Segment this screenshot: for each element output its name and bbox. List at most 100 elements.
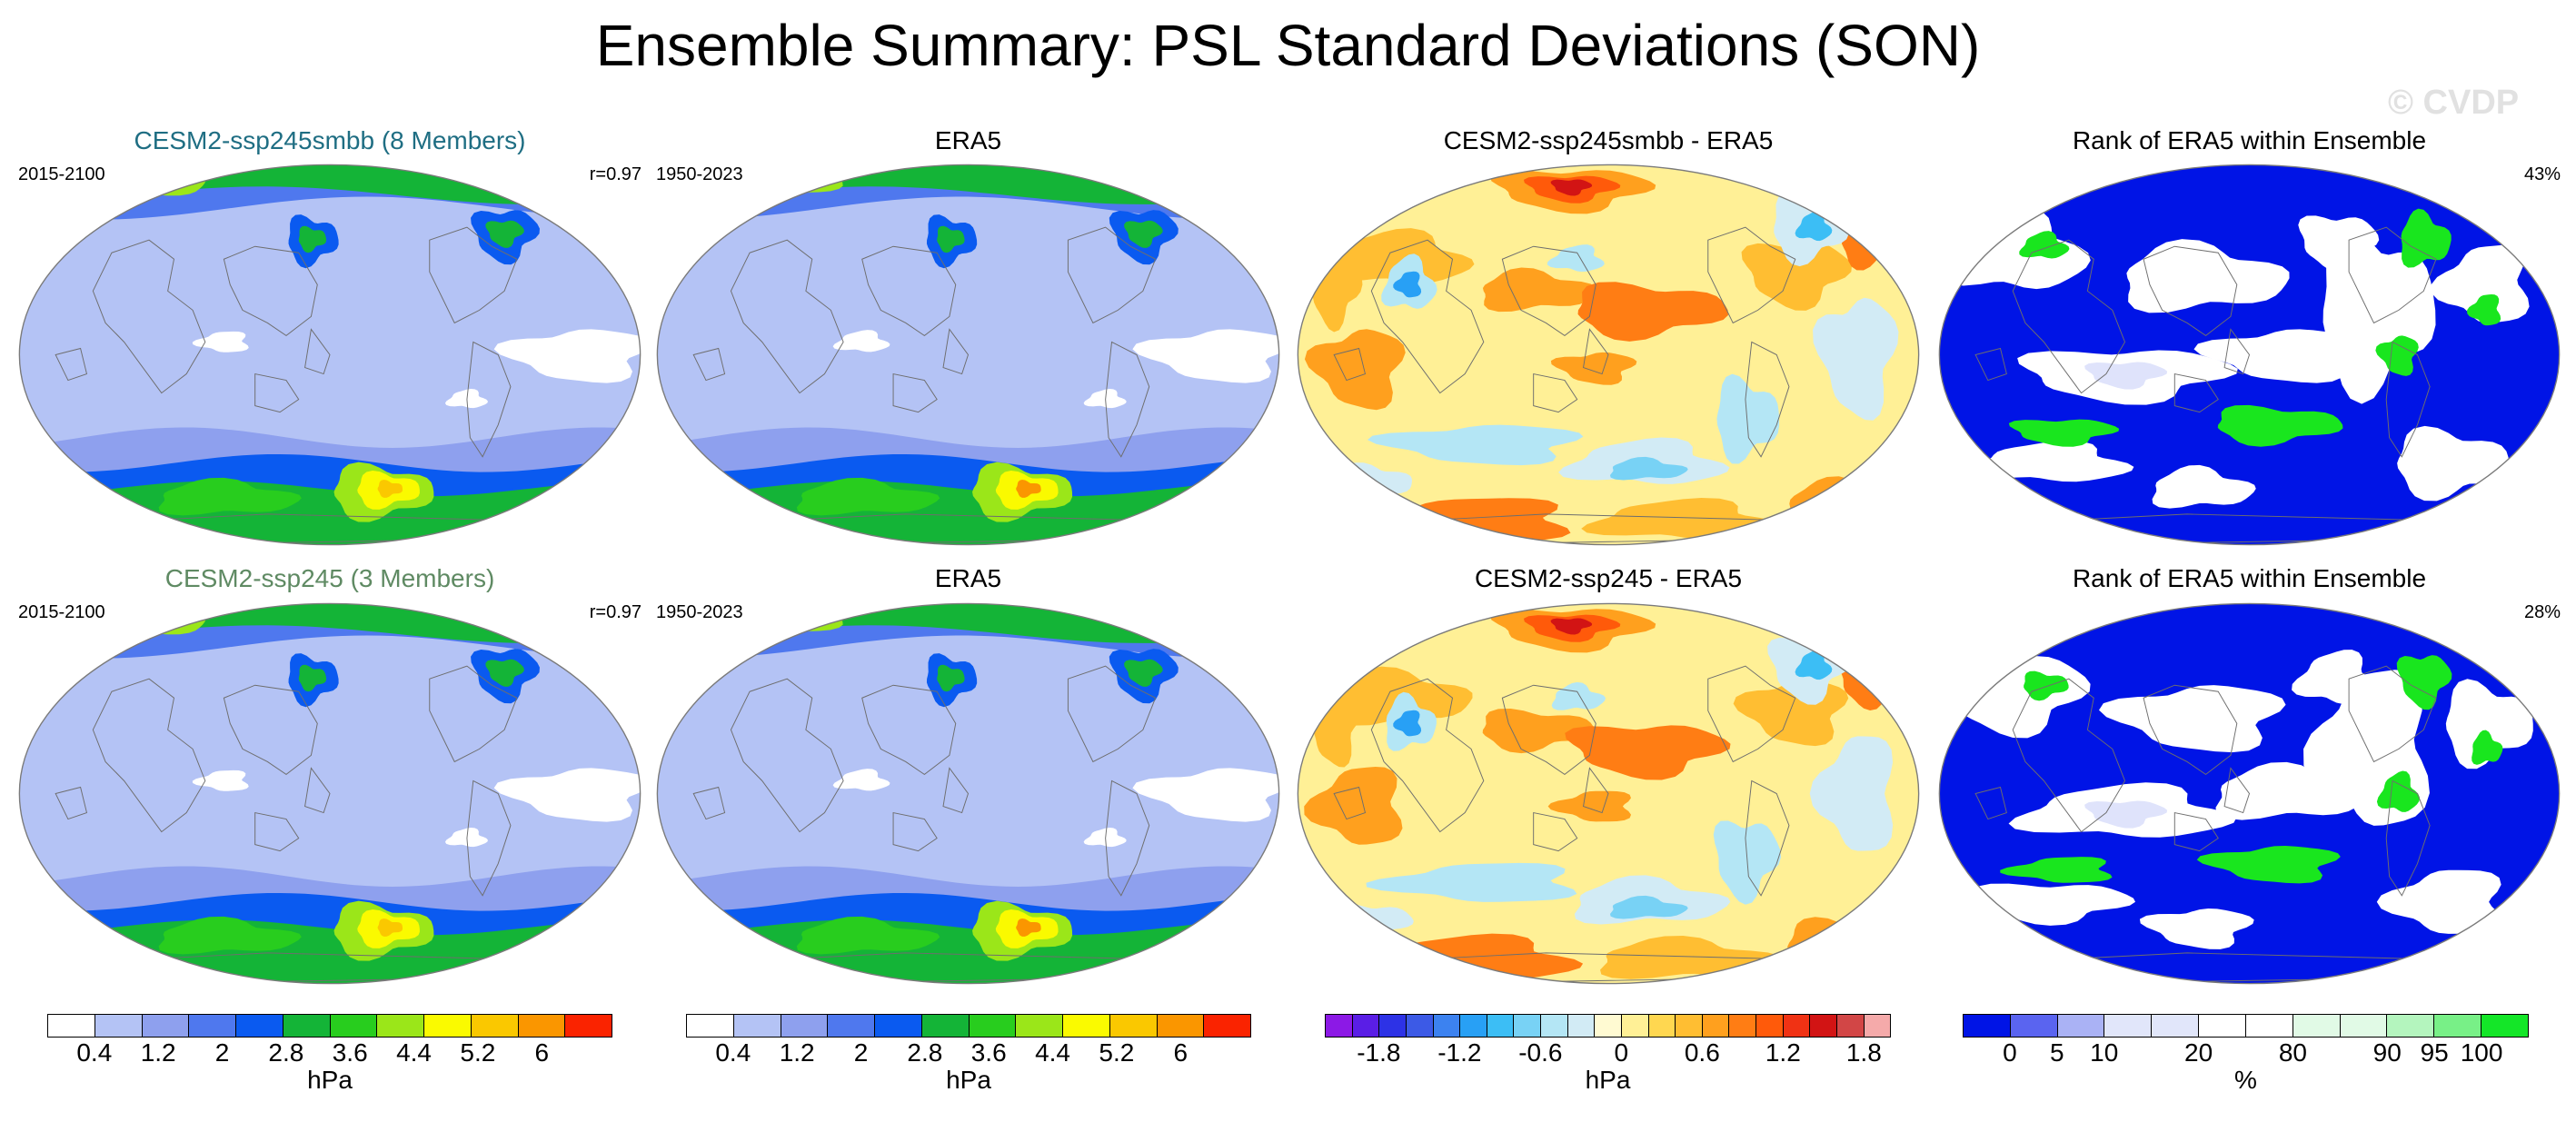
colorbar-swatch <box>2104 1015 2153 1037</box>
colorbar-tick-label: 5.2 <box>1099 1038 1135 1067</box>
colorbar-unit: hPa <box>946 1066 991 1094</box>
colorbar-swatch <box>1326 1015 1353 1037</box>
colorbar-swatch <box>1836 1015 1865 1037</box>
colorbar-swatch <box>283 1015 331 1037</box>
map-diff-r2-c3 <box>1297 602 1920 985</box>
colorbar-tick-label: 80 <box>2278 1038 2307 1067</box>
colorbar-tick-label: 0 <box>2003 1038 2017 1067</box>
colorbar-tick-label: 0 <box>1614 1038 1629 1067</box>
colorbar-swatch <box>969 1015 1017 1037</box>
colorbar-tick-label: 4.4 <box>396 1038 433 1067</box>
colorbar-swatch <box>2387 1015 2435 1037</box>
panel-title: CESM2-ssp245smbb - ERA5 <box>1443 126 1774 154</box>
colorbar-swatch <box>1964 1015 2011 1037</box>
colorbar-tick-label: 3.6 <box>332 1038 368 1067</box>
colorbar-tick-label: 95 <box>2420 1038 2449 1067</box>
map-sd-r2-c1 <box>18 602 642 985</box>
colorbar-swatch <box>1810 1015 1837 1037</box>
panel-title: Rank of ERA5 within Ensemble <box>2072 564 2427 592</box>
colorbar-swatch <box>687 1015 734 1037</box>
colorbar-unit: % <box>2234 1066 2257 1094</box>
colorbar-swatch <box>921 1015 970 1037</box>
colorbar-tick-label: 1.2 <box>140 1038 176 1067</box>
panel-title: ERA5 <box>934 564 1002 592</box>
panel-period: 2015-2100 <box>18 602 105 622</box>
map-sd-r1-c1 <box>18 164 642 546</box>
colorbar-swatch <box>377 1015 424 1037</box>
panel-period: 2015-2100 <box>18 164 105 184</box>
colorbar-tick-label: 3.6 <box>970 1038 1007 1067</box>
colorbar-tick-label: 6 <box>1173 1038 1189 1067</box>
panel-title: Rank of ERA5 within Ensemble <box>2072 126 2427 154</box>
colorbar-swatch <box>1595 1015 1622 1037</box>
colorbar-unit: hPa <box>307 1066 353 1094</box>
colorbar-swatch <box>424 1015 472 1037</box>
panel-title: CESM2-ssp245 - ERA5 <box>1474 564 1743 592</box>
colorbar-1 <box>47 1014 612 1038</box>
colorbar-swatch <box>2482 1015 2528 1037</box>
colorbar-tick-label: -0.6 <box>1518 1038 1563 1067</box>
colorbar-ticks: 0.4 1.2 2 2.8 3.6 4.4 5.2 6 <box>47 1039 612 1067</box>
colorbar-2 <box>686 1014 1251 1038</box>
colorbar-swatch <box>1204 1015 1250 1037</box>
colorbar-swatch <box>1783 1015 1811 1037</box>
colorbar-tick-label: 4.4 <box>1035 1038 1071 1067</box>
panel-title: CESM2-ssp245smbb (8 Members) <box>134 126 526 154</box>
colorbar-tick-label: 5.2 <box>460 1038 496 1067</box>
colorbar-swatch <box>1063 1015 1110 1037</box>
map-rank-r1-c4 <box>1938 164 2561 546</box>
colorbar-swatch <box>1487 1015 1515 1037</box>
colorbar-swatch <box>2199 1015 2246 1037</box>
colorbar-swatch <box>1406 1015 1434 1037</box>
panel-stat: 28% <box>2523 602 2561 622</box>
colorbar-swatch <box>875 1015 922 1037</box>
colorbar-ticks: 0.4 1.2 2 2.8 3.6 4.4 5.2 6 <box>686 1039 1251 1067</box>
panel-stat: r=0.97 <box>589 602 642 622</box>
colorbar-swatch <box>2293 1015 2341 1037</box>
map-rank-r2-c4 <box>1938 602 2561 985</box>
colorbar-swatch <box>330 1015 378 1037</box>
colorbar-ticks: 0 5 10 20 80 90 95 100 <box>1963 1039 2529 1067</box>
colorbar-swatch <box>142 1015 190 1037</box>
panel-stat: 43% <box>2523 164 2561 184</box>
panel-period: 1950-2023 <box>656 602 743 622</box>
colorbar-tick-label: 2.8 <box>907 1038 943 1067</box>
colorbar-unit: hPa <box>1585 1066 1631 1094</box>
panel-stat: r=0.97 <box>589 164 642 184</box>
colorbar-swatch <box>2245 1015 2293 1037</box>
colorbar-swatch <box>1702 1015 1730 1037</box>
colorbar-swatch <box>781 1015 829 1037</box>
colorbar-swatch <box>1567 1015 1596 1037</box>
colorbar-swatch <box>1756 1015 1784 1037</box>
colorbar-swatch <box>48 1015 95 1037</box>
colorbar-swatch <box>2434 1015 2482 1037</box>
colorbar-3 <box>1325 1014 1891 1038</box>
colorbar-swatch <box>1379 1015 1407 1037</box>
map-sd-r1-c2 <box>656 164 1280 546</box>
panel-title: ERA5 <box>934 126 1002 154</box>
colorbar-tick-label: 20 <box>2184 1038 2213 1067</box>
colorbar-swatch <box>518 1015 566 1037</box>
colorbar-tick-label: 100 <box>2460 1038 2503 1067</box>
panel-title: CESM2-ssp245 (3 Members) <box>164 564 495 592</box>
colorbar-tick-label: -1.8 <box>1357 1038 1401 1067</box>
colorbar-swatch <box>2340 1015 2388 1037</box>
colorbar-swatch <box>565 1015 612 1037</box>
colorbar-swatch <box>94 1015 143 1037</box>
panel-period: 1950-2023 <box>656 164 743 184</box>
colorbar-swatch <box>1514 1015 1541 1037</box>
colorbar-tick-label: 1.8 <box>1845 1038 1882 1067</box>
colorbar-swatch <box>1729 1015 1756 1037</box>
colorbar-tick-label: 0.4 <box>76 1038 113 1067</box>
colorbar-swatch <box>733 1015 781 1037</box>
colorbar-swatch <box>2152 1015 2200 1037</box>
colorbar-tick-label: 6 <box>534 1038 550 1067</box>
colorbar-swatch <box>1541 1015 1568 1037</box>
colorbar-ticks: -1.8 -1.2 -0.6 0 0.6 1.2 1.8 <box>1325 1039 1891 1067</box>
colorbar-swatch <box>1621 1015 1649 1037</box>
colorbar-swatch <box>189 1015 236 1037</box>
colorbar-swatch <box>2010 1015 2058 1037</box>
colorbar-tick-label: 5 <box>2050 1038 2064 1067</box>
colorbar-swatch <box>828 1015 875 1037</box>
colorbar-swatch <box>1109 1015 1158 1037</box>
